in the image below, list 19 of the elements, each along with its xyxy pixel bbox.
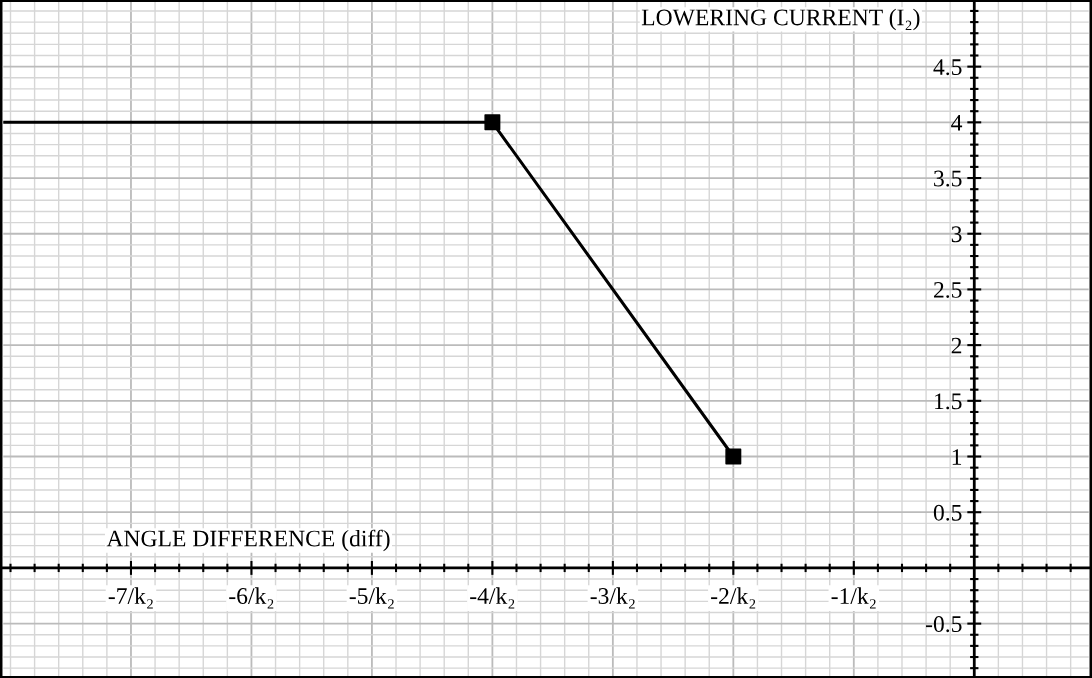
y-tick-label: 2 xyxy=(951,337,962,354)
x-tick-label: -5/k₂ xyxy=(349,587,394,609)
x-tick-label: -6/k₂ xyxy=(229,587,274,609)
y-tick-label: -0.5 xyxy=(925,616,962,633)
x-axis-title: ANGLE DIFFERENCE (diff) xyxy=(106,529,390,552)
y-tick-label: 1.5 xyxy=(935,393,962,410)
y-tick-label: 3.5 xyxy=(934,170,962,187)
y-tick-label: 0.5 xyxy=(933,504,962,521)
y-tick-label: 1 xyxy=(952,449,962,465)
y-tick-label: 4.5 xyxy=(933,59,962,76)
x-tick-label: -1/k₂ xyxy=(831,587,876,609)
x-tick-label: -7/k₂ xyxy=(108,587,153,609)
x-tick-label: -3/k₂ xyxy=(590,587,635,609)
y-tick-label: 2.5 xyxy=(933,281,962,298)
y-tick-label: 4 xyxy=(951,114,963,131)
x-tick-label: -4/k₂ xyxy=(470,587,515,609)
y-axis-title: LOWERING CURRENT (I₂) xyxy=(641,8,920,31)
y-tick-label: 3 xyxy=(951,226,962,243)
x-tick-label: -2/k₂ xyxy=(711,587,756,609)
